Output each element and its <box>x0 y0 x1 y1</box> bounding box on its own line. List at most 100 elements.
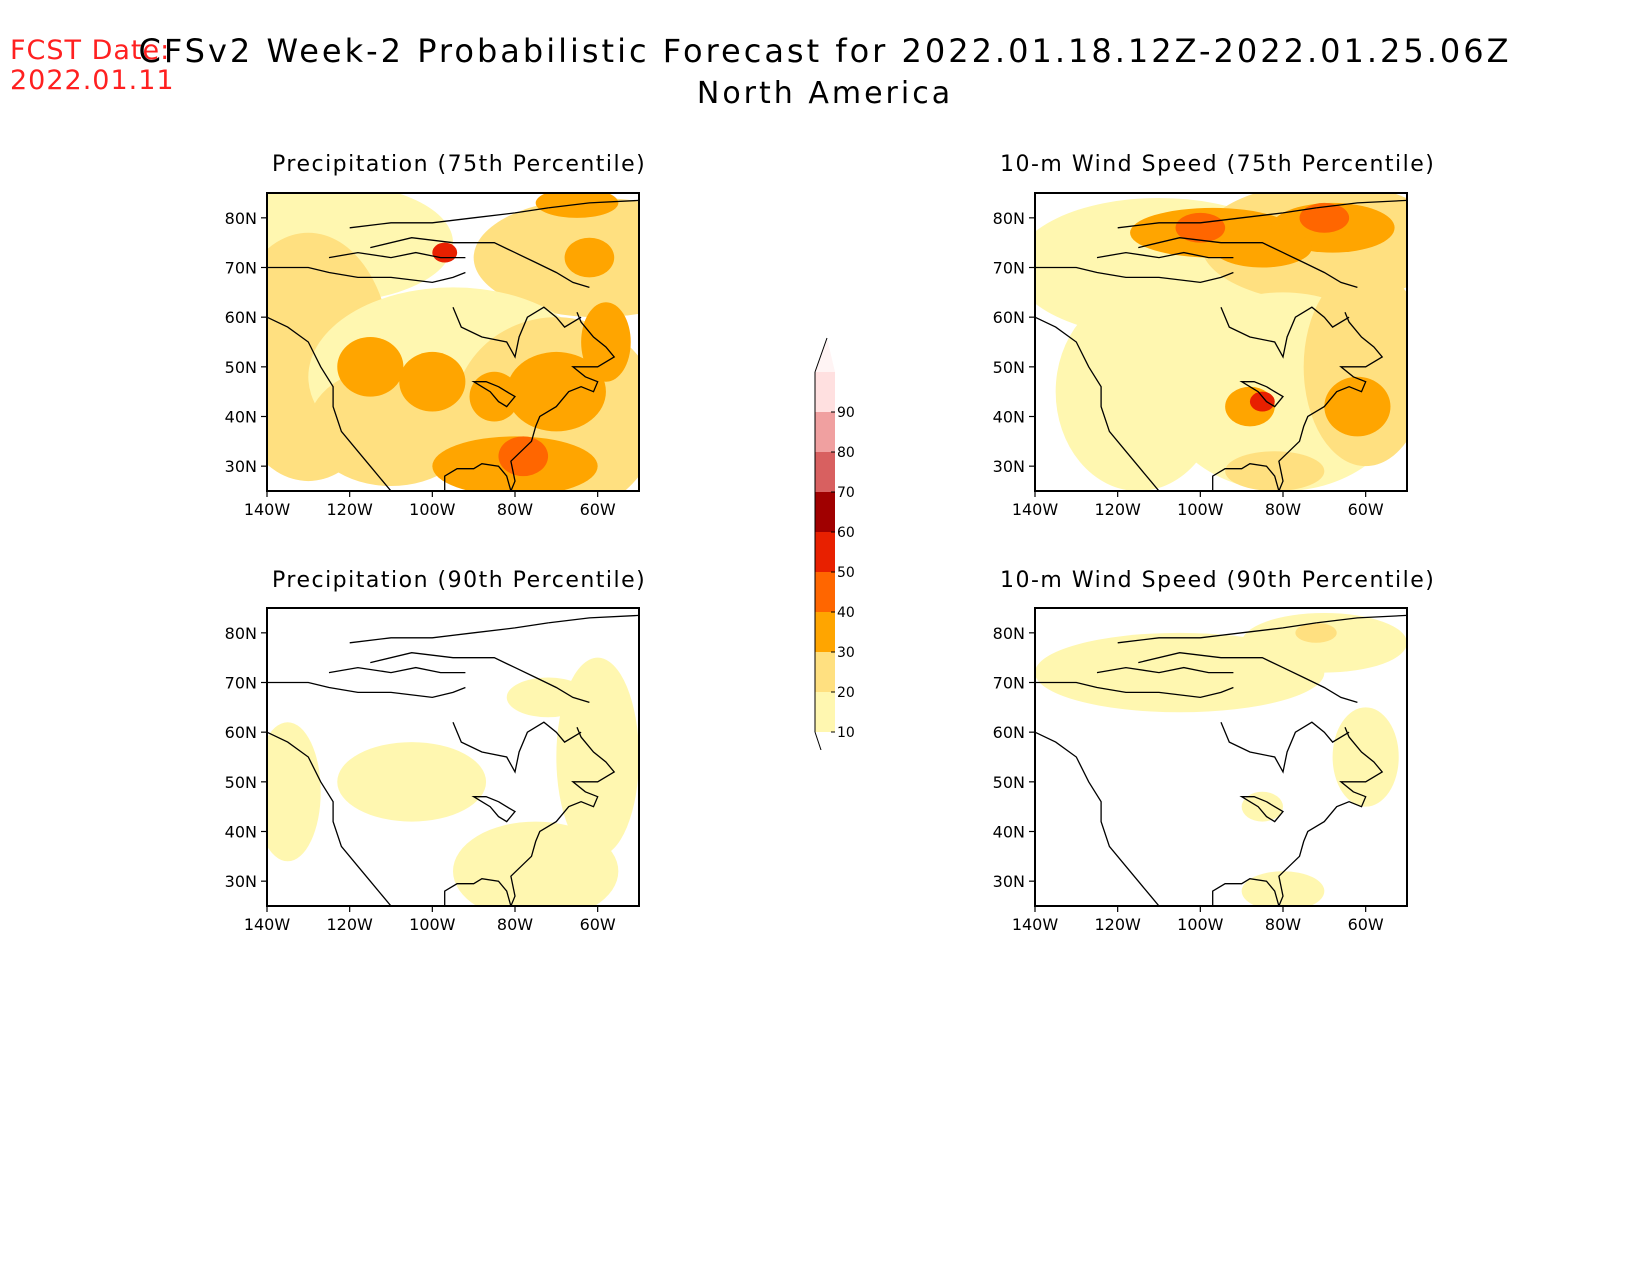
colorbar-label: 90 <box>837 405 855 421</box>
probability-area <box>506 351 606 432</box>
coastline <box>1117 207 1317 229</box>
probability-area <box>1225 451 1325 491</box>
probability-area <box>1241 791 1283 822</box>
coastline <box>1239 381 1284 408</box>
probability-area <box>564 237 615 278</box>
lat-label: 30N <box>993 872 1025 891</box>
coastline <box>328 666 466 674</box>
lat-label: 30N <box>993 457 1025 476</box>
panel-title-precip75: Precipitation (75th Percentile) <box>272 152 647 177</box>
coastline <box>1212 726 1384 906</box>
colorbar-segment <box>815 492 835 532</box>
lat-label: 70N <box>993 674 1025 693</box>
map-frame <box>1034 192 1408 492</box>
coastline <box>1316 199 1407 209</box>
lat-label: 50N <box>993 773 1025 792</box>
probability-area <box>535 193 619 218</box>
lat-label: 80N <box>225 209 257 228</box>
lat-label: 50N <box>993 358 1025 377</box>
lon-label: 60W <box>1348 500 1384 519</box>
coastline <box>370 237 590 289</box>
coastline <box>444 726 616 906</box>
coastline <box>1220 306 1350 359</box>
lon-label: 100W <box>1177 500 1224 519</box>
coastline <box>1239 796 1284 823</box>
lon-label: 60W <box>580 915 616 934</box>
colorbar-label: 70 <box>837 485 855 501</box>
lat-label: 70N <box>225 259 257 278</box>
probability-area <box>399 351 466 412</box>
lon-label: 140W <box>1012 915 1059 934</box>
lon-label: 120W <box>326 915 373 934</box>
coastline <box>370 652 590 704</box>
map-precip75: 80N 70N 60N 50N 40N 30N 140W 120W 100W 80W 60W <box>225 192 640 519</box>
colorbar-segment <box>815 452 835 492</box>
colorbar-label: 10 <box>837 725 855 741</box>
coastline <box>548 199 639 209</box>
page-title: CFSv2 Week-2 Probabilistic Forecast for … <box>138 32 1512 70</box>
coastline <box>328 251 466 259</box>
coastline <box>1138 652 1358 704</box>
lon-label: 100W <box>1177 915 1224 934</box>
colorbar-label: 50 <box>837 565 855 581</box>
probability-area <box>267 722 321 862</box>
coastline <box>1138 237 1358 289</box>
lat-label: 70N <box>225 674 257 693</box>
probability-area <box>498 436 549 477</box>
lon-label: 120W <box>326 500 373 519</box>
colorbar-label: 40 <box>837 605 855 621</box>
colorbar: 10 20 30 40 50 60 70 80 90 <box>814 337 855 750</box>
lon-label: 80W <box>497 915 533 934</box>
lat-label: 40N <box>225 823 257 842</box>
probability-area <box>1249 391 1275 412</box>
colorbar-label: 20 <box>837 685 855 701</box>
coastline <box>267 266 466 284</box>
colorbar-bottom-cap <box>814 731 822 750</box>
fcst-date-label: FCST Date: <box>10 35 171 66</box>
coastline <box>1096 666 1234 674</box>
forecast-date-block: FCST Date: 2022.01.11 <box>10 36 175 96</box>
coastline <box>1035 681 1234 699</box>
probability-area <box>1212 227 1312 268</box>
lat-label: 30N <box>225 872 257 891</box>
coastline <box>267 316 392 491</box>
coastline <box>349 622 549 644</box>
probability-area <box>432 242 458 263</box>
lat-label: 60N <box>225 723 257 742</box>
coastline <box>452 306 582 359</box>
colorbar-segment <box>815 372 835 412</box>
panel-title-wind75: 10-m Wind Speed (75th Percentile) <box>1000 152 1436 177</box>
coastline <box>548 614 639 624</box>
fcst-date-value: 2022.01.11 <box>10 65 175 96</box>
probability-area <box>1055 292 1221 491</box>
coastline <box>452 721 582 774</box>
probability-area <box>581 302 631 382</box>
lon-label: 100W <box>409 500 456 519</box>
coastline <box>267 681 466 699</box>
lat-label: 30N <box>225 457 257 476</box>
lat-label: 70N <box>993 259 1025 278</box>
map-frame <box>1034 607 1408 907</box>
lat-label: 80N <box>993 209 1025 228</box>
coastline <box>1316 614 1407 624</box>
coastline <box>267 731 392 906</box>
coastline <box>471 796 516 823</box>
coastline <box>1220 721 1350 774</box>
coastline <box>444 311 616 491</box>
probability-area <box>337 337 404 397</box>
map-wind90: 80N 70N 60N 50N 40N 30N 140W 120W 100W 80W 60W <box>993 607 1408 934</box>
coastline <box>1117 622 1317 644</box>
lon-label: 140W <box>244 915 291 934</box>
lat-label: 60N <box>993 723 1025 742</box>
probability-area <box>1299 202 1350 233</box>
colorbar-segment <box>815 412 835 452</box>
lat-label: 60N <box>993 308 1025 327</box>
probability-area <box>1175 212 1226 243</box>
lat-label: 40N <box>993 823 1025 842</box>
region-title: North America <box>696 76 954 111</box>
colorbar-label: 60 <box>837 525 855 541</box>
coastline <box>1212 311 1384 491</box>
panel-title-wind90: 10-m Wind Speed (90th Percentile) <box>1000 568 1436 593</box>
lat-label: 40N <box>993 408 1025 427</box>
probability-area <box>1295 622 1337 643</box>
